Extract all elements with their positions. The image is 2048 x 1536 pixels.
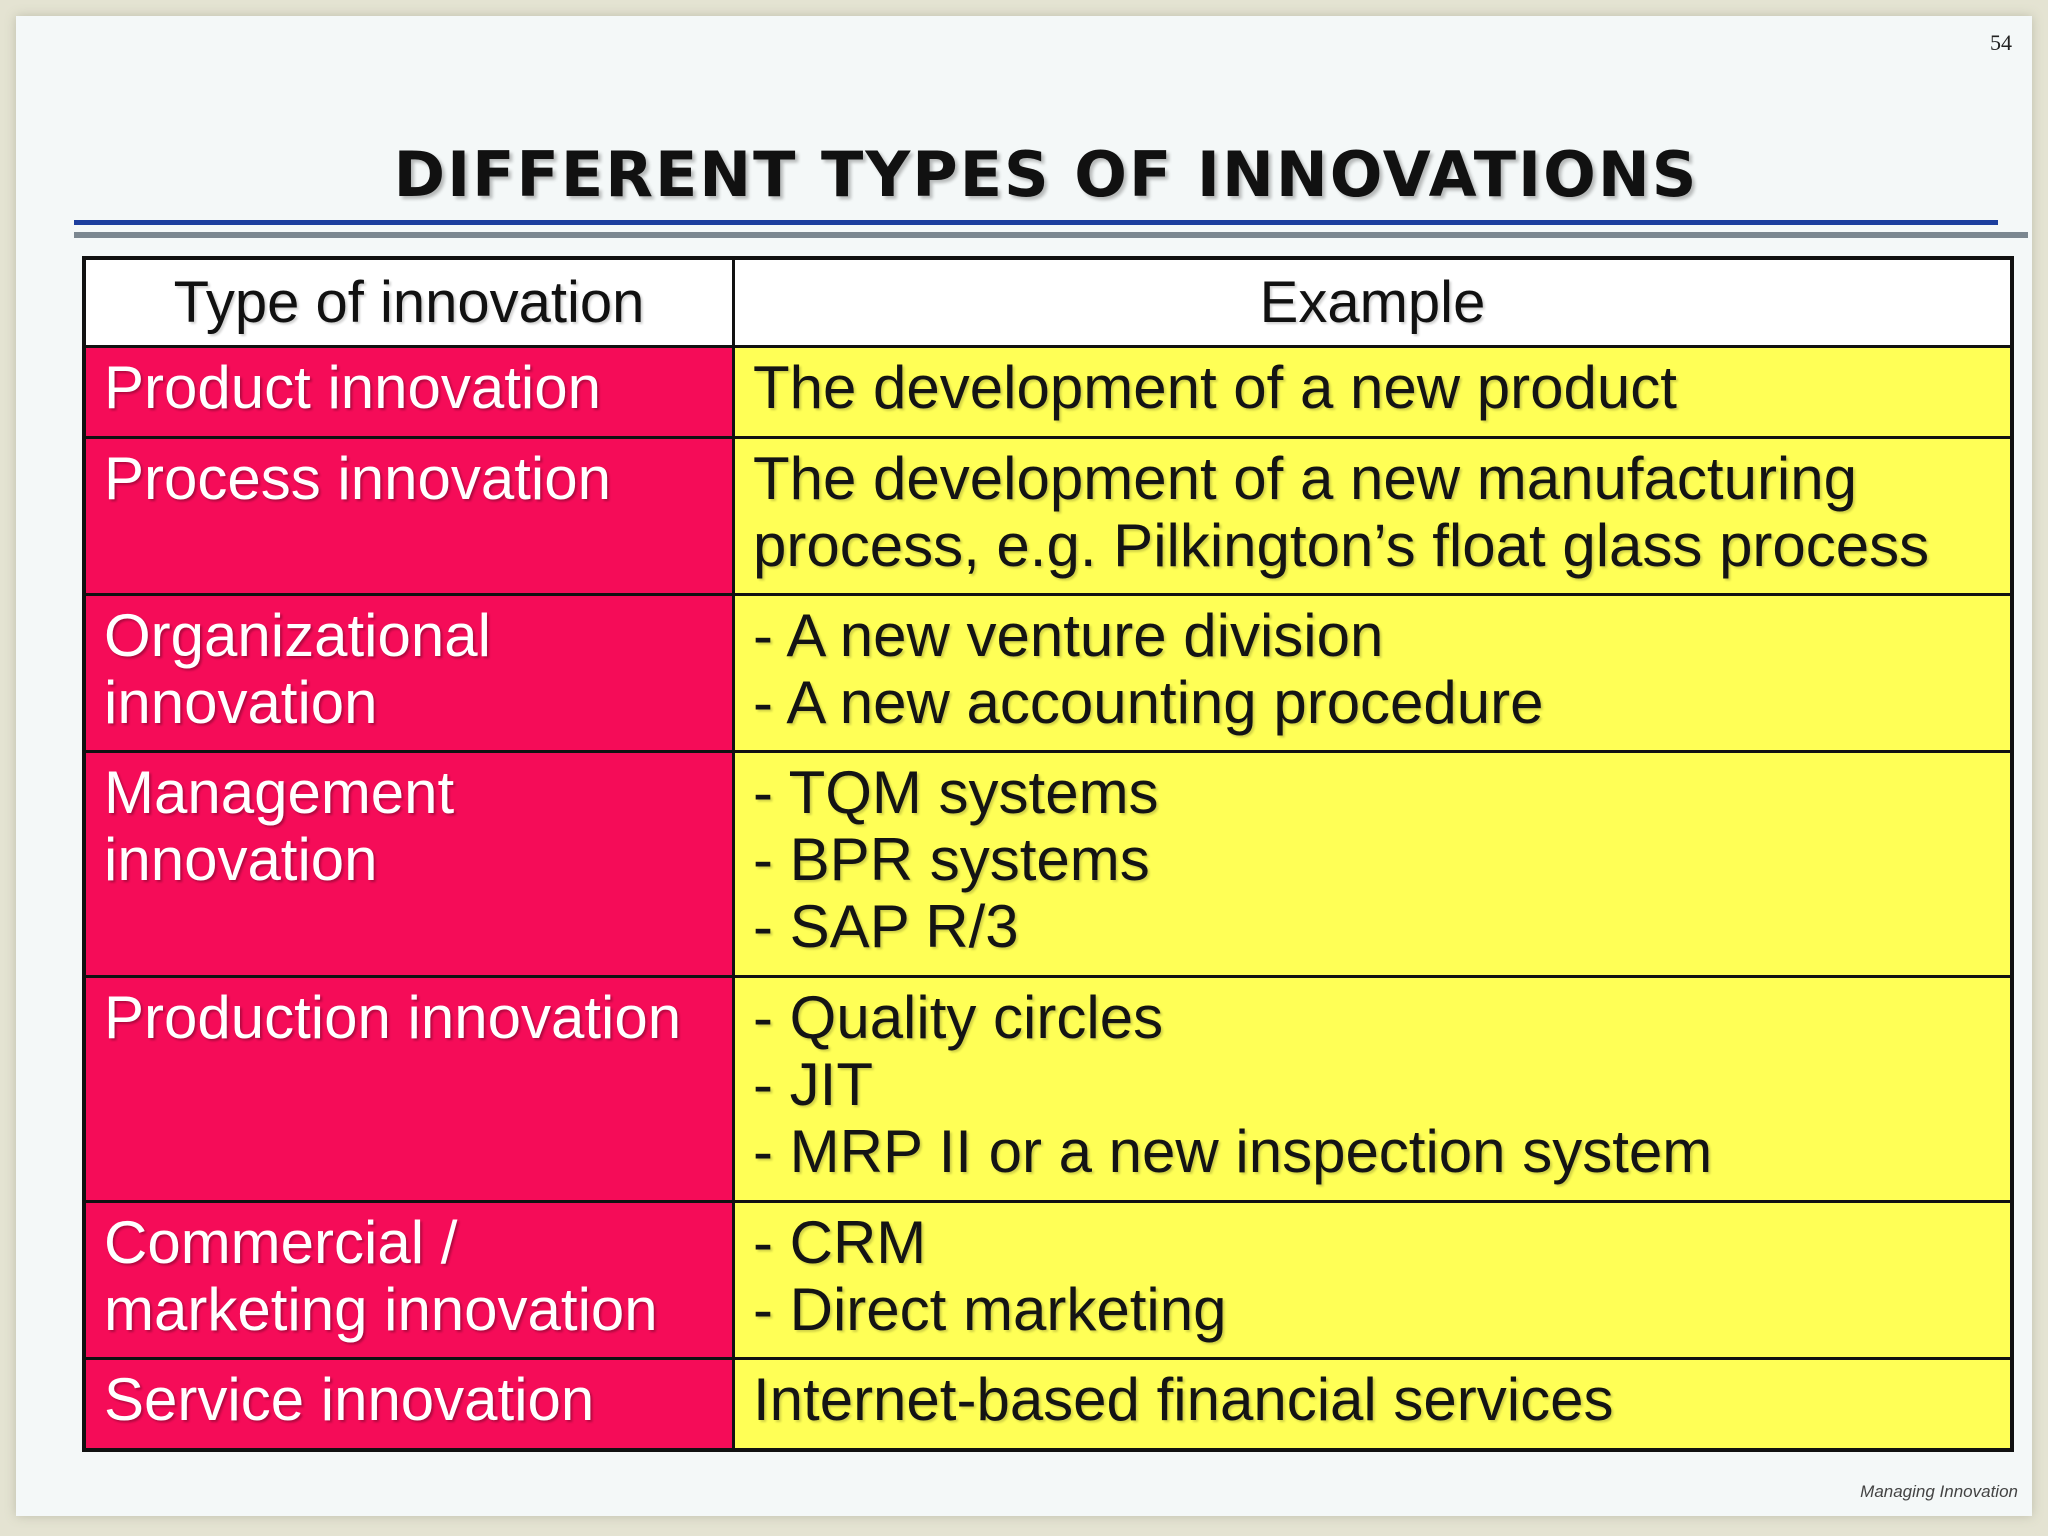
page-title: DIFFERENT TYPES OF INNOVATIONS bbox=[393, 138, 1699, 211]
example-line: - TQM systems bbox=[753, 759, 1159, 826]
type-line: Organizational bbox=[104, 602, 491, 669]
type-line: Commercial / bbox=[104, 1209, 458, 1276]
type-cell-organizational: Organizational innovation bbox=[86, 596, 732, 750]
example-line: - MRP II or a new inspection system bbox=[753, 1118, 1713, 1185]
type-line: marketing innovation bbox=[104, 1276, 658, 1343]
type-cell-service: Service innovation bbox=[86, 1360, 732, 1448]
example-line: - Direct marketing bbox=[753, 1276, 1227, 1343]
example-line: process, e.g. Pilkington’s float glass p… bbox=[753, 512, 1930, 579]
innovation-types-table: Type of innovation Example Product innov… bbox=[82, 256, 2014, 1452]
example-cell-service: Internet-based financial services bbox=[735, 1360, 2010, 1448]
example-line: - Quality circles bbox=[753, 984, 1164, 1051]
type-line: Service innovation bbox=[104, 1366, 595, 1433]
type-line: Product innovation bbox=[104, 354, 601, 421]
example-line: - CRM bbox=[753, 1209, 927, 1276]
column-header-example: Example bbox=[735, 260, 2010, 345]
type-cell-production: Production innovation bbox=[86, 978, 732, 1200]
example-cell-management: - TQM systems - BPR systems - SAP R/3 bbox=[735, 753, 2010, 975]
example-cell-commercial: - CRM - Direct marketing bbox=[735, 1203, 2010, 1357]
footer-label: Managing Innovation bbox=[1860, 1482, 2018, 1501]
example-line: The development of a new manufacturing bbox=[753, 445, 1857, 512]
example-cell-organizational: - A new venture division - A new account… bbox=[735, 596, 2010, 750]
example-line: - A new venture division bbox=[753, 602, 1384, 669]
type-line: innovation bbox=[104, 826, 378, 893]
type-cell-process: Process innovation bbox=[86, 439, 732, 593]
example-line: - BPR systems bbox=[753, 826, 1150, 893]
example-line: - A new accounting procedure bbox=[753, 669, 1544, 736]
example-line: Internet-based financial services bbox=[753, 1366, 1614, 1433]
slide: 54 DIFFERENT TYPES OF INNOVATIONS Type o… bbox=[16, 16, 2032, 1516]
type-cell-management: Management innovation bbox=[86, 753, 732, 975]
type-line: Management bbox=[104, 759, 455, 826]
type-line: Process innovation bbox=[104, 445, 611, 512]
title-underline bbox=[74, 220, 1998, 225]
title-divider bbox=[74, 232, 2028, 238]
type-line: innovation bbox=[104, 669, 378, 736]
example-cell-process: The development of a new manufacturing p… bbox=[735, 439, 2010, 593]
type-cell-product: Product innovation bbox=[86, 348, 732, 436]
column-header-type: Type of innovation bbox=[86, 260, 732, 345]
example-line: The development of a new product bbox=[753, 354, 1677, 421]
example-line: - JIT bbox=[753, 1051, 873, 1118]
type-cell-commercial: Commercial / marketing innovation bbox=[86, 1203, 732, 1357]
example-cell-product: The development of a new product bbox=[735, 348, 2010, 436]
example-cell-production: - Quality circles - JIT - MRP II or a ne… bbox=[735, 978, 2010, 1200]
example-line: - SAP R/3 bbox=[753, 893, 1019, 960]
type-line: Production innovation bbox=[104, 984, 682, 1051]
page-number: 54 bbox=[1990, 30, 2012, 55]
